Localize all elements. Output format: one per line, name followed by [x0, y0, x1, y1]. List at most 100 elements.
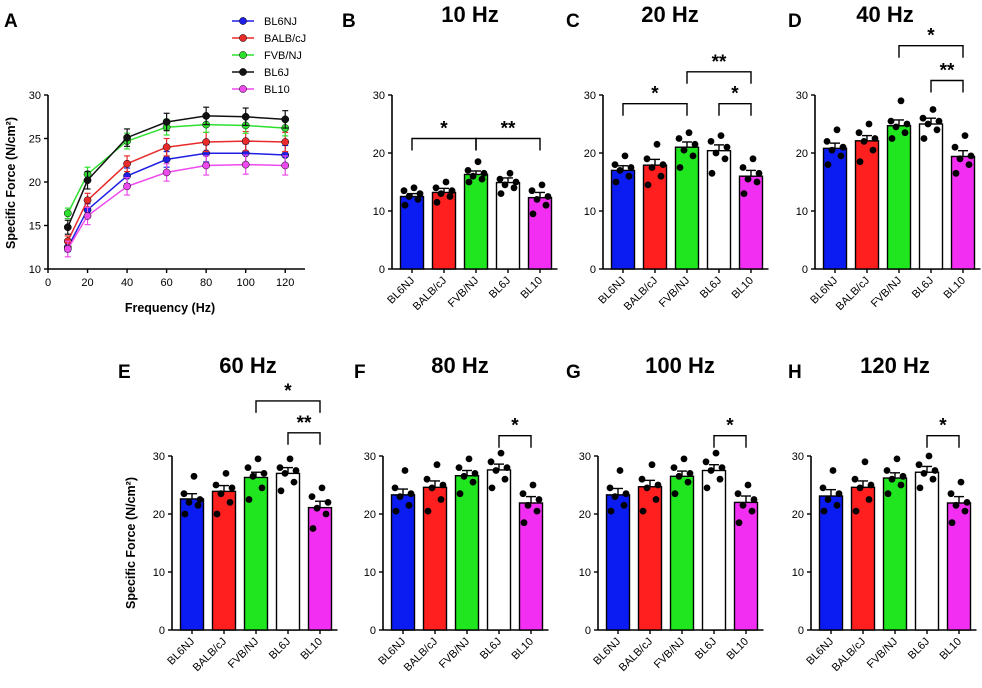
data-point [226, 499, 234, 506]
data-point [644, 181, 652, 189]
data-point [653, 140, 661, 148]
significance-bracket [622, 103, 688, 116]
data-point [748, 507, 756, 515]
significance-label: * [651, 84, 659, 105]
data-point [723, 143, 731, 151]
bar-panel-y-tick-label: 30 [153, 451, 165, 463]
bar-panel-y-tick-label: 10 [153, 567, 165, 579]
data-point [684, 478, 692, 486]
significance-label: * [726, 416, 734, 437]
bar-panel-y-tick-label: 30 [792, 451, 804, 463]
data-point [520, 519, 528, 527]
data-point [721, 155, 729, 163]
data-point [643, 484, 651, 492]
legend-marker-BL6J [239, 68, 247, 76]
data-point [835, 490, 843, 498]
panel-a-x-tick-label: 60 [160, 277, 172, 289]
data-point [181, 510, 189, 518]
panel-a-y-tick-label: 15 [29, 221, 41, 233]
data-point [309, 525, 317, 532]
significance-label: ** [297, 413, 312, 434]
data-point [734, 490, 742, 498]
data-point [627, 164, 635, 171]
panel-a-x-tick-label: 100 [237, 277, 255, 289]
significance-label: ** [501, 119, 516, 140]
significance-label: ** [940, 61, 955, 82]
data-point [856, 158, 864, 166]
data-point [963, 499, 971, 506]
bar-panel-y-tick-label: 0 [585, 625, 591, 637]
significance-bracket [255, 400, 321, 413]
data-point [405, 193, 413, 200]
panel-a-y-tick-label: 10 [29, 264, 41, 276]
data-point [414, 196, 422, 203]
data-point [903, 120, 911, 128]
panel-a-y-axis-label: Specific Force (N/cm²) [4, 117, 18, 249]
data-point [612, 178, 620, 186]
data-point [501, 181, 509, 189]
data-point [685, 129, 693, 137]
panel-d-letter: D [788, 11, 802, 32]
data-point [828, 146, 836, 154]
data-point [744, 481, 752, 489]
data-point [249, 472, 257, 480]
data-point [833, 126, 841, 134]
data-point [392, 507, 400, 515]
data-point [750, 496, 758, 503]
series-point-BL6J [63, 223, 72, 232]
data-point [718, 464, 726, 471]
panel-e-y-axis-label: Specific Force (N/cm²) [124, 477, 138, 609]
significance-label: * [511, 416, 519, 437]
bar-BL6J [275, 472, 301, 631]
series-point-BL6J [202, 112, 211, 120]
bar-BL6NJ [818, 495, 844, 631]
data-point [892, 123, 900, 131]
bar-panel-y-tick-label: 10 [373, 206, 385, 218]
data-point [967, 152, 975, 160]
data-point [611, 161, 619, 169]
data-point [947, 490, 955, 498]
data-point [740, 190, 748, 198]
data-point [965, 161, 973, 169]
data-point [405, 501, 413, 509]
data-point [851, 475, 859, 483]
bar-BL6J [914, 471, 940, 631]
data-point [503, 464, 511, 471]
bar-panel-y-tick-label: 0 [590, 264, 596, 276]
data-point [823, 138, 831, 145]
data-point [512, 178, 520, 186]
bar-panel-y-tick-label: 0 [379, 264, 385, 276]
data-point [855, 129, 863, 137]
bar-panel-y-tick-label: 10 [364, 567, 376, 579]
series-point-BALB/cJ [83, 196, 92, 205]
data-point [524, 501, 532, 509]
data-point [423, 475, 431, 483]
data-point [529, 210, 537, 218]
data-point [639, 507, 647, 515]
data-point [391, 484, 399, 492]
data-point [410, 184, 418, 192]
panel-a-x-tick-label: 0 [45, 277, 51, 289]
data-point [460, 472, 468, 480]
data-point [920, 470, 928, 477]
series-point-BL10 [202, 161, 211, 170]
panel-a-x-tick-label: 20 [81, 277, 93, 289]
bar-panel-y-tick-label: 20 [796, 148, 808, 160]
bar-BL10 [527, 196, 553, 270]
panel-a-x-tick-label: 80 [200, 277, 212, 289]
legend-marker-FVB/NJ [239, 51, 247, 59]
data-point [901, 129, 909, 137]
data-point [643, 155, 651, 163]
data-point [433, 461, 441, 469]
significance-label: * [927, 26, 935, 47]
data-point [920, 135, 928, 142]
data-point [455, 464, 463, 471]
data-point [657, 172, 665, 180]
data-point [407, 490, 415, 498]
bar-panel-y-tick-label: 0 [159, 625, 165, 637]
data-point [487, 458, 495, 466]
data-point [533, 196, 541, 203]
significance-label: * [939, 416, 947, 437]
data-point [480, 169, 488, 177]
bar-panel-y-tick-label: 30 [584, 90, 596, 102]
